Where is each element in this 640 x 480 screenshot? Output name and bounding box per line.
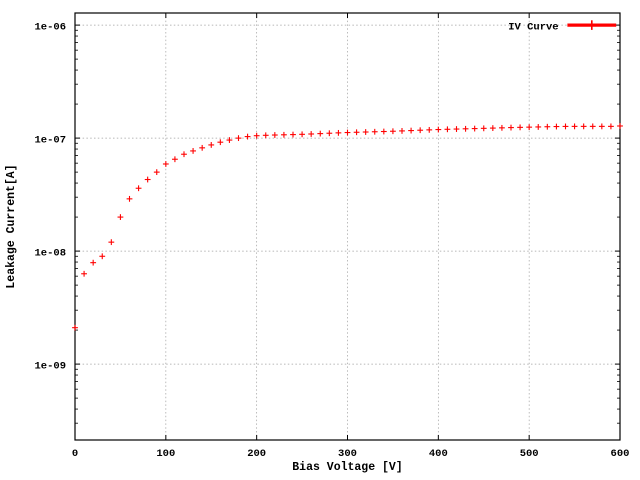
svg-text:IV Curve: IV Curve [508, 22, 558, 34]
svg-text:500: 500 [520, 448, 539, 460]
svg-text:100: 100 [156, 448, 175, 460]
svg-text:Leakage Current[A]: Leakage Current[A] [5, 164, 18, 288]
svg-text:1e-06: 1e-06 [34, 22, 66, 34]
svg-text:400: 400 [429, 448, 448, 460]
svg-text:1e-09: 1e-09 [34, 361, 66, 373]
svg-text:300: 300 [338, 448, 357, 460]
svg-text:600: 600 [611, 448, 630, 460]
svg-text:1e-07: 1e-07 [34, 135, 66, 147]
svg-text:1e-08: 1e-08 [34, 248, 66, 260]
svg-text:Bias Voltage [V]: Bias Voltage [V] [292, 461, 402, 474]
svg-text:200: 200 [247, 448, 266, 460]
svg-text:0: 0 [72, 448, 78, 460]
